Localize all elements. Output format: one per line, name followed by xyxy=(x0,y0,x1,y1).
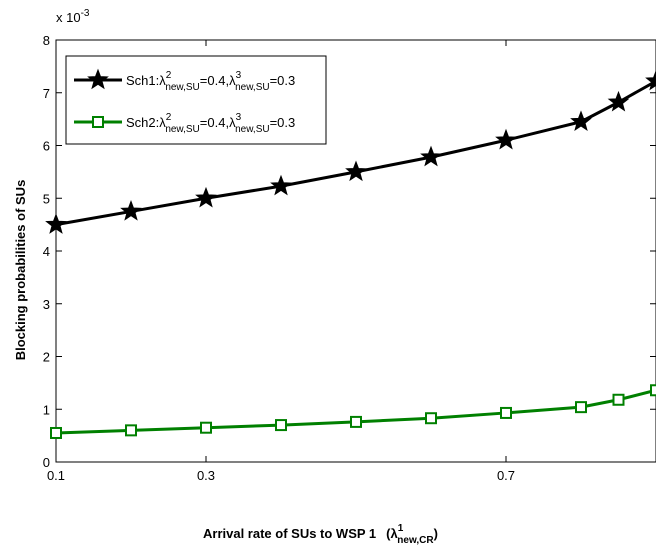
axes: 0 1 2 3 4 5 6 7 8 0.1 0.3 0.7 xyxy=(43,33,656,483)
series-2-point xyxy=(200,421,212,434)
series-2-point xyxy=(50,426,62,439)
series-2-point xyxy=(575,401,587,414)
series-layer xyxy=(45,69,656,439)
y-tick-label: 6 xyxy=(43,139,50,154)
series-2-point xyxy=(125,424,137,437)
series-2-point xyxy=(500,406,512,419)
x-tick-label: 0.1 xyxy=(47,468,65,483)
x-axis-title: Arrival rate of SUs to WSP 1 (λ1 new,CR) xyxy=(203,523,438,546)
x-axis-title-symbol: λ xyxy=(391,526,399,541)
series-2-point xyxy=(275,419,287,432)
y-tick-label: 8 xyxy=(43,33,50,48)
x-axis-title-main: Arrival rate of SUs to WSP 1 xyxy=(203,526,376,541)
series-1-point xyxy=(645,69,656,91)
y-multiplier: x 10-3 xyxy=(56,8,90,25)
x-tick-label: 0.7 xyxy=(497,468,515,483)
series-1-point xyxy=(45,213,67,234)
series-2 xyxy=(50,384,656,439)
series-2-point xyxy=(612,393,625,406)
legend-swatch-marker xyxy=(92,116,104,128)
series-2-point xyxy=(350,415,362,428)
series-1-point xyxy=(195,186,217,208)
series-1-point xyxy=(420,145,442,167)
series-1-point xyxy=(570,110,592,132)
series-1-point xyxy=(270,174,292,196)
y-tick-label: 0 xyxy=(43,455,50,470)
y-multiplier-exponent: -3 xyxy=(81,8,90,19)
y-tick-label: 7 xyxy=(43,86,50,101)
series-2-line xyxy=(55,388,656,435)
series-1-point xyxy=(495,128,517,150)
series-2-point xyxy=(650,384,656,397)
series-1-point xyxy=(607,90,630,112)
series-1 xyxy=(45,69,656,234)
legend-entry-2: Sch2:λ2 new,SU=0.4,λ3 new,SU=0.3 xyxy=(126,112,295,135)
y-tick-label: 4 xyxy=(43,244,50,259)
x-axis-title-sup: 1 xyxy=(398,523,404,534)
y-tick-label: 5 xyxy=(43,191,50,206)
legend-entry-1: Sch1:λ2 new,SU=0.4,λ3 new,SU=0.3 xyxy=(126,70,295,93)
series-2-point xyxy=(425,412,437,425)
y-tick-label: 3 xyxy=(43,297,50,312)
y-axis-title: Blocking probabilities of SUs xyxy=(13,180,28,361)
series-1-point xyxy=(345,160,367,182)
y-tick-label: 2 xyxy=(43,350,50,365)
legend-swatch-marker xyxy=(87,68,109,90)
legend-box xyxy=(65,55,327,145)
x-tick-label: 0.3 xyxy=(197,468,215,483)
x-axis-title-sub: new,CR xyxy=(397,535,434,546)
series-1-point xyxy=(120,200,142,221)
y-tick-label: 1 xyxy=(43,402,50,417)
legend: Sch1:λ2 new,SU=0.4,λ3 new,SU=0.3 Sch2:λ2 new… xyxy=(65,55,327,145)
series-1-line xyxy=(55,79,656,227)
